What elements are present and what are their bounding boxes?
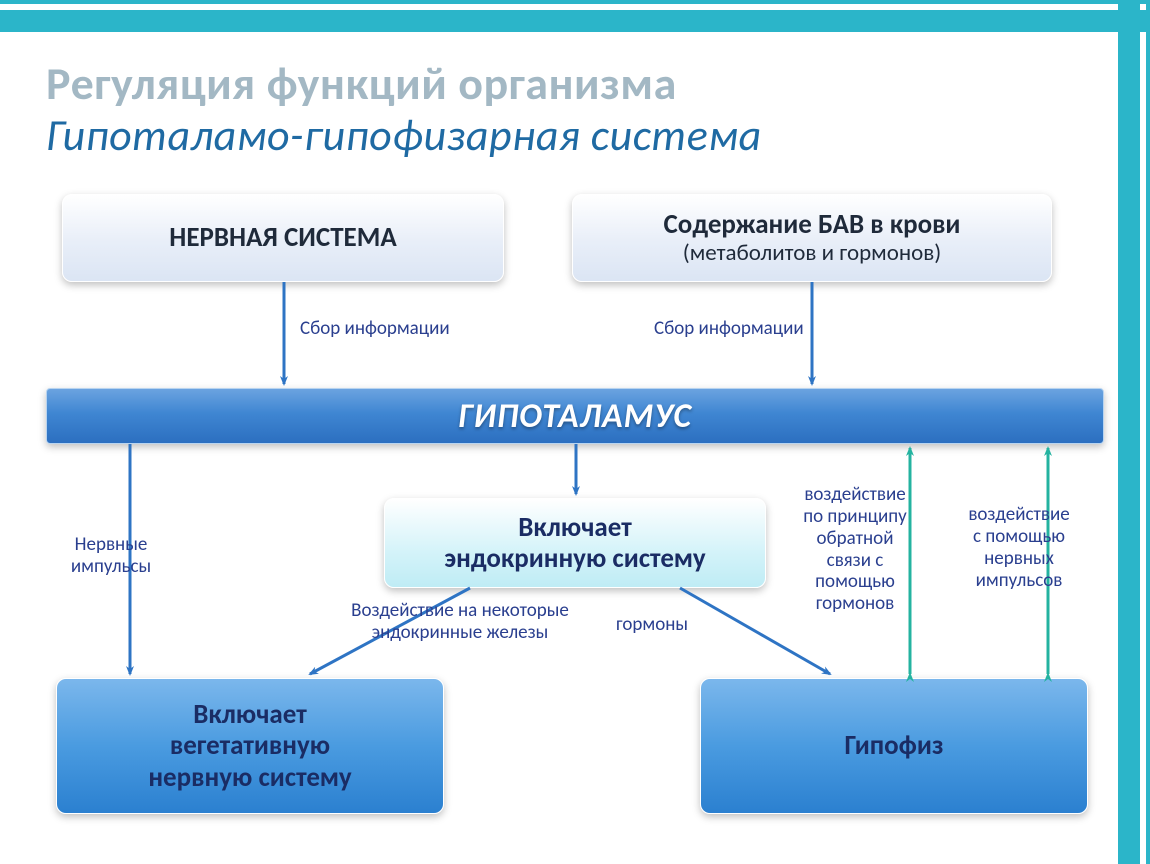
edge-label-e6: гормоны <box>616 614 688 636</box>
edge-label-e7: воздействие по принципу обратной связи с… <box>790 484 920 615</box>
edge-label-e1: Сбор информации <box>300 318 450 340</box>
node-endocrine-label2: эндокринную систему <box>444 543 705 574</box>
node-endocrine: Включает эндокринную систему <box>384 498 766 588</box>
edge-label-e8: воздействие с помощью нервных импульсов <box>954 504 1084 591</box>
title-block: Регуляция функций организма Гипоталамо-г… <box>46 56 1090 162</box>
node-nervous-label: НЕРВНАЯ СИСТЕМА <box>169 222 396 253</box>
decor-top-thick <box>0 10 1150 32</box>
decor-right-thin <box>1146 0 1150 864</box>
node-vegetative: Включает вегетативную нервную систему <box>56 678 444 814</box>
node-endocrine-label1: Включает <box>518 512 632 543</box>
edge-label-e5: Воздействие на некоторые эндокринные жел… <box>320 600 600 644</box>
node-hypothalamus: ГИПОТАЛАМУС <box>46 388 1104 444</box>
title-sub: Гипоталамо-гипофизарная система <box>46 108 1090 162</box>
title-main: Регуляция функций организма <box>46 56 1090 112</box>
node-hypophysis-label: Гипофиз <box>845 730 944 761</box>
edge-label-e3: Нервные импульсы <box>46 534 176 578</box>
node-bav-blood: Содержание БАВ в крови (метаболитов и го… <box>572 194 1052 282</box>
node-hypophysis: Гипофиз <box>700 678 1088 814</box>
node-vegetative-label: Включает вегетативную нервную систему <box>148 699 351 792</box>
node-hypothalamus-label: ГИПОТАЛАМУС <box>458 396 692 437</box>
node-bav-label-main: Содержание БАВ в крови <box>664 209 961 240</box>
edge-label-e2: Сбор информации <box>654 318 804 340</box>
node-nervous-system: НЕРВНАЯ СИСТЕМА <box>62 194 504 282</box>
node-bav-label-sub: (метаболитов и гормонов) <box>683 240 942 266</box>
decor-top-thin <box>0 0 1150 4</box>
decor-right-thick <box>1118 0 1140 864</box>
